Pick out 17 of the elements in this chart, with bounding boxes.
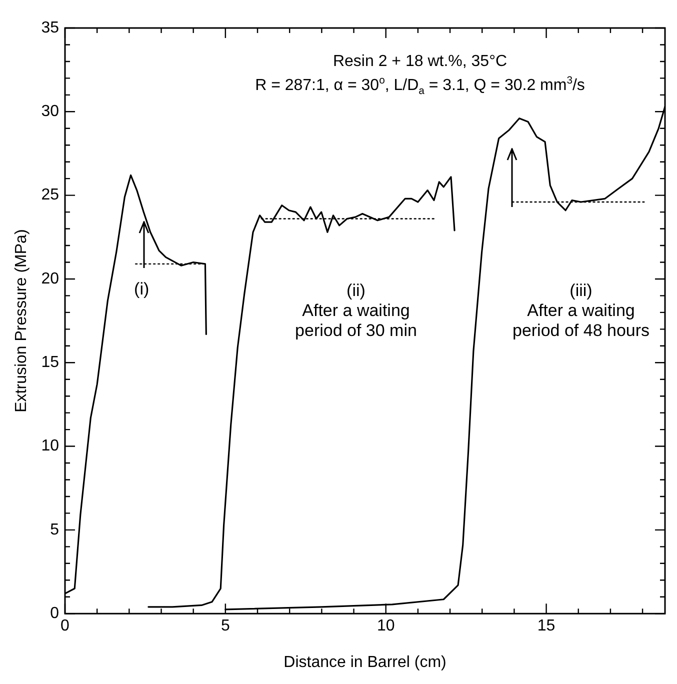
y-tick-label: 0 [50, 605, 60, 622]
x-axis-title: Distance in Barrel (cm) [284, 654, 446, 671]
x-tick-label: 15 [537, 618, 556, 635]
x-tick-label: 5 [220, 618, 230, 635]
annotation: (ii) After a waiting period of 30 min [295, 281, 417, 340]
y-tick-label: 20 [41, 270, 60, 288]
y-tick-label: 15 [41, 354, 60, 372]
y-tick-label: 30 [41, 103, 60, 120]
x-tick-label: 10 [376, 618, 395, 635]
annotation: (iii) After a waiting period of 48 hours [512, 281, 650, 340]
annotation: (i) [134, 280, 150, 299]
y-tick-label: 25 [41, 186, 60, 204]
y-tick-label: 35 [41, 19, 60, 36]
text: Resin 2 + 18 wt.%, 35°C [332, 53, 508, 70]
y-axis-title: Extrusion Pressure (MPa) [13, 229, 30, 412]
y-tick-label: 10 [41, 438, 60, 455]
y-tick-label: 5 [50, 521, 60, 538]
